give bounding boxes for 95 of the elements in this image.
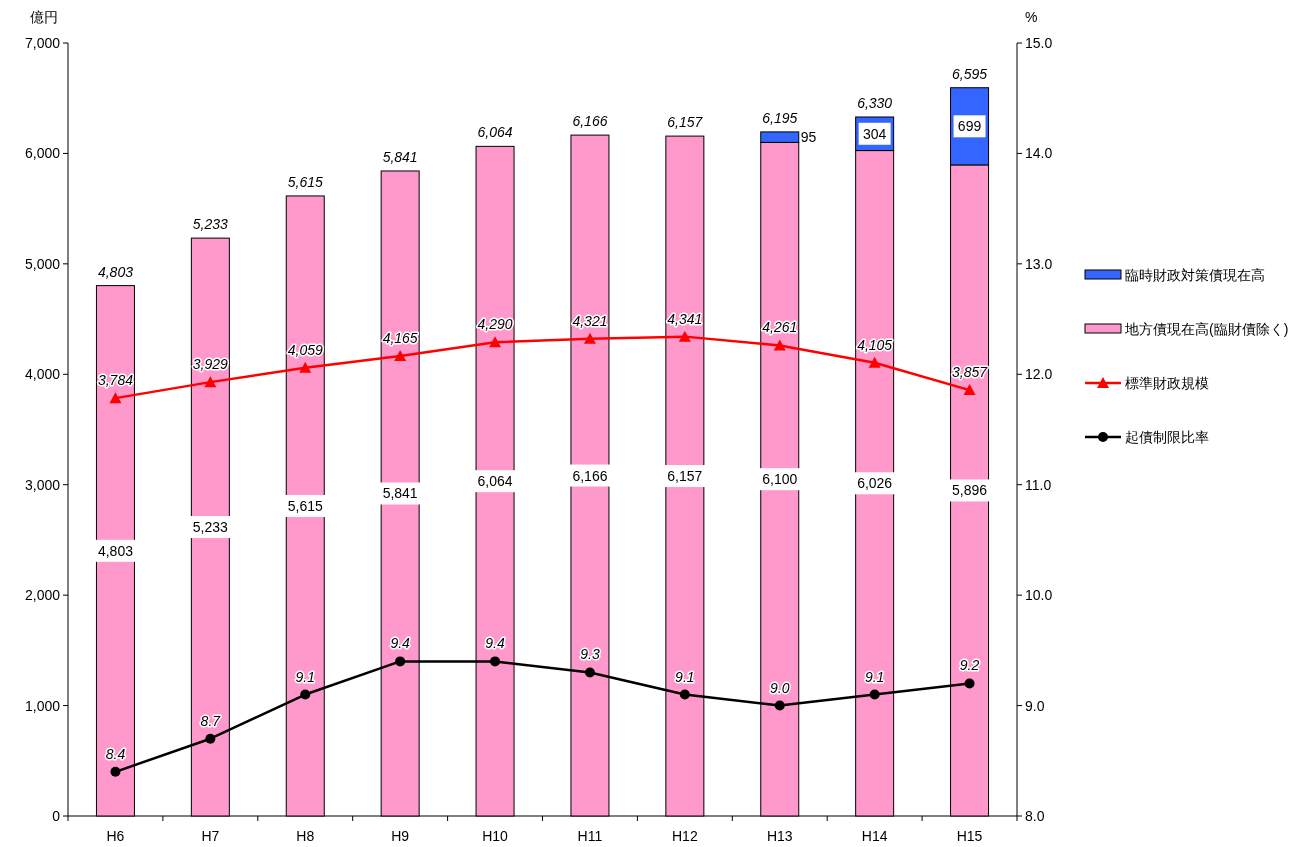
- x-tick-label: H13: [766, 828, 793, 844]
- data-label: 9.4: [485, 635, 505, 652]
- data-label: 4,261: [762, 319, 798, 336]
- total-label: 4,803: [97, 263, 134, 280]
- data-label: 4,803: [97, 542, 134, 559]
- y2-tick-label: 8.0: [1025, 808, 1045, 824]
- total-label: 6,064: [477, 124, 513, 141]
- y2-tick-label: 11.0: [1025, 476, 1052, 493]
- data-label: 304: [862, 125, 887, 142]
- point: [773, 339, 786, 351]
- point: [299, 361, 312, 373]
- total-label: 6,595: [952, 65, 988, 82]
- total-label: 6,195: [762, 109, 798, 126]
- x-tick-label: H7: [201, 828, 220, 844]
- point: [678, 330, 691, 342]
- y-tick-label: 6,000: [24, 145, 61, 162]
- data-label: 8.4: [105, 745, 126, 762]
- x-tick-label: H15: [956, 828, 983, 844]
- total-label: 6,157: [667, 114, 704, 131]
- data-label: 95: [800, 129, 817, 146]
- data-label: 8.7: [200, 712, 222, 729]
- x-tick-label: H6: [106, 828, 125, 844]
- data-label: 4,341: [667, 310, 703, 327]
- x-tick-label: H12: [672, 828, 698, 844]
- point: [204, 376, 217, 388]
- y2-tick-label: 14.0: [1025, 145, 1053, 162]
- legend-label: 臨時財政対策債現在高: [1125, 267, 1265, 283]
- y2-tick-label: 12.0: [1025, 366, 1053, 383]
- x-tick-label: H14: [861, 828, 888, 844]
- legend-label: 起債制限比率: [1125, 429, 1209, 445]
- data-label: 9.0: [770, 679, 790, 696]
- data-label: 9.1: [675, 668, 695, 685]
- x-tick-label: H8: [296, 828, 315, 844]
- point: [394, 350, 407, 362]
- legend-label: 地方債現在高(臨財債除く): [1124, 321, 1289, 337]
- data-label: 5,233: [192, 519, 229, 536]
- point: [679, 689, 690, 700]
- data-label: 9.4: [390, 635, 411, 652]
- y2-tick-label: 9.0: [1025, 697, 1045, 714]
- data-label: 6,026: [857, 475, 893, 492]
- y2-tick-label: 15.0: [1025, 35, 1053, 51]
- point: [490, 656, 501, 667]
- data-label: 4,290: [477, 316, 513, 333]
- y-tick-label: 2,000: [24, 587, 61, 604]
- point: [395, 656, 406, 667]
- x-tick-label: H9: [391, 828, 410, 844]
- data-label: 3,857: [952, 364, 989, 381]
- data-label: 6,064: [477, 473, 513, 490]
- y-tick-label: 7,000: [24, 35, 61, 51]
- point: [205, 733, 216, 744]
- data-label: 3,784: [97, 372, 134, 389]
- total-label: 5,233: [192, 216, 229, 233]
- point: [868, 356, 881, 368]
- data-label: 6,166: [572, 467, 608, 484]
- point: [110, 766, 121, 777]
- point: [964, 678, 975, 689]
- y-tick-label: 0: [52, 808, 61, 824]
- data-label: 4,165: [382, 330, 418, 347]
- y2-axis-title: %: [1025, 9, 1038, 25]
- data-label: 6,100: [762, 471, 798, 488]
- data-label: 9.3: [580, 646, 600, 663]
- data-label: 5,896: [952, 482, 988, 499]
- x-tick-label: H11: [577, 828, 603, 844]
- total-label: 5,841: [382, 148, 418, 165]
- data-label: 699: [957, 118, 982, 135]
- point: [869, 689, 880, 700]
- data-label: 6,157: [667, 468, 703, 485]
- x-tick-label: H10: [482, 828, 509, 844]
- data-label: 9.1: [864, 668, 885, 685]
- legend-label: 標準財政規模: [1125, 375, 1209, 391]
- point: [583, 332, 596, 344]
- data-label: 9.1: [295, 668, 315, 685]
- y-tick-label: 1,000: [24, 697, 61, 714]
- y-tick-label: 5,000: [24, 255, 61, 272]
- data-label: 9.2: [959, 657, 980, 674]
- data-label: 3,929: [192, 356, 229, 373]
- y-tick-label: 4,000: [24, 366, 61, 383]
- data-label: 5,841: [382, 485, 418, 502]
- total-label: 6,330: [857, 94, 893, 111]
- point: [774, 700, 785, 711]
- y2-tick-label: 13.0: [1025, 255, 1053, 272]
- point: [109, 392, 122, 404]
- total-label: 5,615: [287, 173, 323, 190]
- total-label: 6,166: [572, 113, 608, 130]
- data-label: 4,321: [572, 312, 608, 329]
- data-label: 4,059: [287, 341, 323, 358]
- y2-tick-label: 10.0: [1025, 587, 1053, 604]
- data-label: 5,615: [287, 497, 323, 514]
- point: [300, 689, 311, 700]
- y-axis-title: 億円: [30, 9, 58, 25]
- y-tick-label: 3,000: [24, 476, 61, 493]
- point: [489, 336, 502, 348]
- point: [963, 384, 976, 396]
- data-label: 4,105: [857, 336, 893, 353]
- point: [584, 667, 595, 678]
